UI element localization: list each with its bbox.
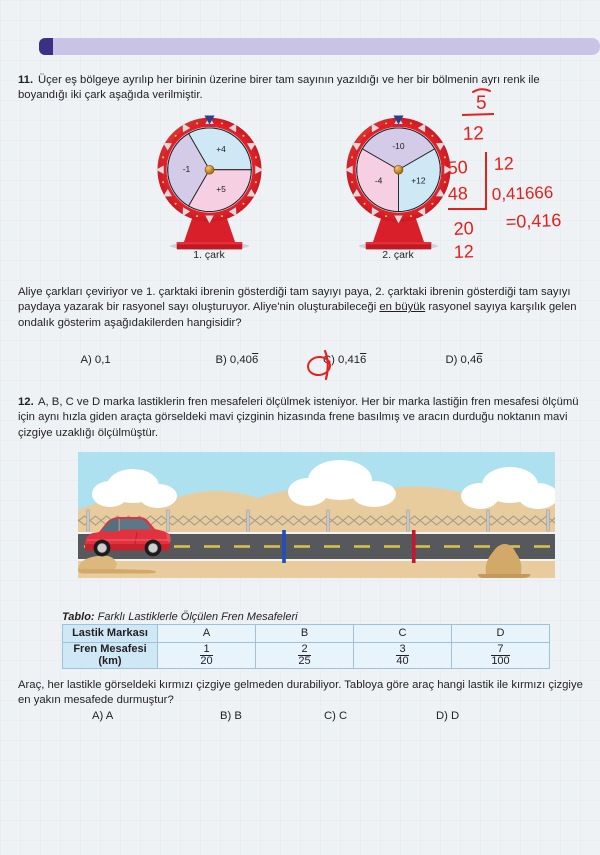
svg-text:+5: +5 bbox=[216, 184, 226, 194]
svg-text:+12: +12 bbox=[411, 176, 426, 186]
svg-text:-1: -1 bbox=[182, 164, 190, 174]
svg-text:12: 12 bbox=[462, 123, 484, 145]
svg-text:0,41666: 0,41666 bbox=[491, 183, 553, 204]
svg-text:-10: -10 bbox=[392, 141, 405, 151]
svg-text:5: 5 bbox=[476, 93, 487, 114]
svg-text:50: 50 bbox=[448, 157, 468, 178]
svg-text:-4: -4 bbox=[374, 176, 382, 186]
svg-text:48: 48 bbox=[448, 183, 468, 204]
svg-text:+4: +4 bbox=[216, 144, 226, 154]
svg-text:12: 12 bbox=[493, 153, 514, 174]
svg-text:12: 12 bbox=[453, 241, 474, 262]
svg-text:=0,416: =0,416 bbox=[505, 210, 561, 232]
svg-text:20: 20 bbox=[453, 218, 474, 239]
